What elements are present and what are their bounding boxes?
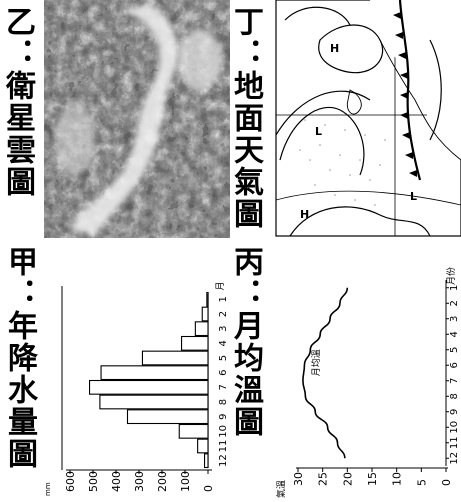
high-pressure-label-1: H xyxy=(330,42,339,55)
temperature-month-label: 5 xyxy=(449,347,460,353)
temperature-curve xyxy=(302,287,349,459)
rainfall-month-label: 8 xyxy=(218,399,229,405)
temperature-month-label: 8 xyxy=(449,393,460,399)
temperature-value-tick-label: 0 xyxy=(440,479,453,486)
low-pressure-label-1: L xyxy=(315,125,322,138)
rainfall-month-label: 4 xyxy=(218,340,229,346)
rainfall-month-label: 9 xyxy=(218,413,229,419)
rainfall-bar-5 xyxy=(141,350,209,366)
rainfall-bar-8 xyxy=(99,394,209,410)
rainfall-unit-label: mm xyxy=(44,482,52,496)
temperature-month-label: 9 xyxy=(449,409,460,415)
coastline xyxy=(346,89,362,115)
low-pressure-label-2: L xyxy=(410,190,417,203)
satellite-panel: 乙：衛星雲圖 xyxy=(0,0,230,238)
isobar xyxy=(275,90,371,136)
rainfall-month-label: 3 xyxy=(218,325,229,331)
rainfall-month-label: 2 xyxy=(218,311,229,317)
temperature-value-tick-label: 25 xyxy=(317,472,330,486)
rainfall-month-unit: 月 xyxy=(215,281,226,290)
temperature-month-label: 6 xyxy=(449,362,460,368)
weather-map-caption: 丁：地面天氣圖 xyxy=(228,6,263,230)
rainfall-value-tick-label: 400 xyxy=(110,471,123,492)
satellite-cloud-image xyxy=(44,0,230,238)
temperature-month-label: 1 xyxy=(449,285,460,291)
latitude-line xyxy=(275,190,461,206)
temperature-month-label: 3 xyxy=(449,316,460,322)
isobar xyxy=(289,206,431,237)
rainfall-bar-10 xyxy=(178,423,209,439)
temperature-month-unit: 月份 xyxy=(445,267,457,285)
rainfall-bar-9 xyxy=(126,409,209,425)
temperature-month-label: 7 xyxy=(449,378,460,384)
rainfall-month-label: 10 xyxy=(218,425,229,438)
cloud-patch xyxy=(178,30,222,90)
surface-weather-map: H H L L xyxy=(275,0,461,237)
rainfall-bar-3 xyxy=(194,321,209,337)
rainfall-bar-6 xyxy=(100,365,209,381)
temperature-chart-panel: 氣溫 30 25 20 15 10 5 0 1 2 3 4 5 6 7 8 9 10 11 12 月份 月均溫 丙：月均溫… xyxy=(228,240,461,498)
rainfall-bar-1 xyxy=(206,291,209,307)
temperature-axis-label: 氣溫 xyxy=(275,480,287,498)
rainfall-value-tick-label: 200 xyxy=(156,471,169,492)
cloud-band xyxy=(70,5,179,235)
temperature-month-label: 2 xyxy=(449,300,460,306)
rainfall-month-label: 5 xyxy=(218,355,229,361)
temperature-month-label: 4 xyxy=(449,331,460,337)
coastline xyxy=(379,39,461,161)
rainfall-caption: 甲：年降水量圖 xyxy=(2,246,37,470)
satellite-caption: 乙：衛星雲圖 xyxy=(0,6,35,198)
rainfall-bar-11 xyxy=(197,438,209,454)
temperature-caption: 丙：月均溫圖 xyxy=(228,246,263,438)
temperature-value-tick-label: 15 xyxy=(366,472,379,486)
temperature-month-label: 12 xyxy=(449,452,460,465)
rainfall-value-tick-label: 0 xyxy=(202,485,215,492)
rainfall-value-tick-label: 100 xyxy=(179,471,192,492)
rainfall-bar-2 xyxy=(201,306,209,322)
ocean-region xyxy=(370,0,461,160)
rainfall-month-label: 12 xyxy=(218,454,229,467)
temperature-value-tick-label: 20 xyxy=(341,472,354,486)
temperature-value-tick-label: 5 xyxy=(415,479,428,486)
temperature-value-tick-label: 30 xyxy=(292,472,305,486)
cold-front xyxy=(398,0,422,181)
rainfall-value-tick-label: 300 xyxy=(133,471,146,492)
front-teeth xyxy=(393,12,417,177)
rainfall-value-tick-label: 600 xyxy=(64,471,77,492)
rainfall-value-tick-label: 500 xyxy=(87,471,100,492)
rainfall-month-label: 7 xyxy=(218,384,229,390)
rainfall-bar-12 xyxy=(204,453,209,469)
isobar xyxy=(318,24,384,74)
temperature-month-label: 11 xyxy=(449,436,460,449)
cloud-patch xyxy=(55,105,95,175)
isobar xyxy=(279,106,365,176)
rainfall-bar-7 xyxy=(89,379,209,395)
high-pressure-label-2: H xyxy=(300,208,309,221)
rainfall-month-label: 6 xyxy=(218,369,229,375)
temperature-value-tick-label: 10 xyxy=(391,472,404,486)
isobar xyxy=(429,39,442,141)
rainfall-bar-4 xyxy=(181,335,209,351)
isobar xyxy=(284,6,351,26)
rainfall-chart-panel: mm 600 500 400 300 200 100 0 1 2 3 4 5 6 7 8 9 10 11 12 月 甲：… xyxy=(0,240,230,498)
temperature-month-label: 10 xyxy=(449,421,460,434)
rainfall-month-label: 11 xyxy=(218,440,229,453)
temperature-curve-label: 月均溫 xyxy=(310,349,322,376)
weather-map-panel: H H L L 丁：地面天氣圖 xyxy=(228,0,461,238)
rainfall-month-label: 1 xyxy=(218,296,229,302)
